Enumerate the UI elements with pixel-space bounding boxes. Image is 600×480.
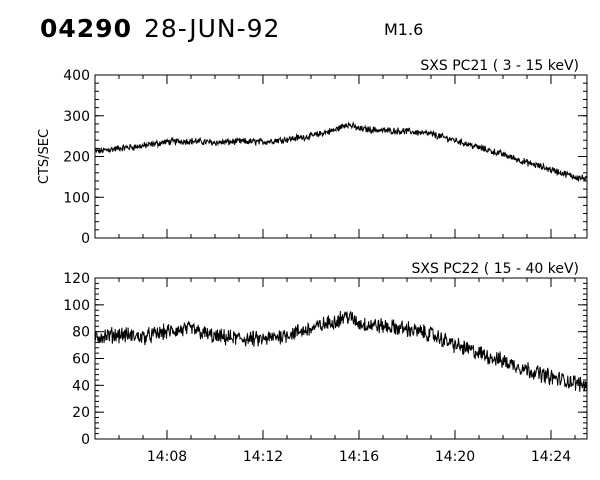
y-axis-label: CTS/SEC [37, 129, 52, 184]
x-tick-label: 14:16 [339, 449, 379, 465]
panel-title: SXS PC21 ( 3 - 15 keV) [420, 58, 579, 74]
y-tick-label: 200 [63, 150, 90, 166]
x-tick-label: 14:08 [147, 449, 187, 465]
y-tick-label: 400 [63, 68, 90, 84]
x-tick-label: 14:20 [435, 449, 475, 465]
series-line [94, 310, 588, 392]
x-tick-label: 14:24 [531, 449, 571, 465]
panel-top: 0 100 200 300 400 SXS PC21 ( 3 - 15 keV) CTS/S… [37, 58, 588, 247]
y-tick-label: 40 [72, 378, 90, 394]
y-tick-label: 0 [81, 432, 90, 448]
plot-frame [94, 277, 588, 440]
panel-bottom: 0 20 40 60 80 100 120 14:08 14:12 14:16 14:20 14:24… [63, 261, 588, 465]
y-tick-label: 80 [72, 325, 90, 341]
panel-title: SXS PC22 ( 15 - 40 keV) [411, 261, 579, 277]
y-tick-label: 100 [63, 190, 90, 206]
y-tick-label: 300 [63, 109, 90, 125]
y-tick-label: 60 [72, 352, 90, 368]
event-id: 04290 [40, 14, 132, 43]
flare-class: M1.6 [384, 20, 424, 39]
y-tick-label: 0 [81, 231, 90, 247]
y-tick-label: 120 [63, 271, 90, 287]
event-date: 28-JUN-92 [144, 14, 281, 43]
y-tick-label: 100 [63, 298, 90, 314]
y-tick-label: 20 [72, 405, 90, 421]
x-tick-label: 14:12 [243, 449, 283, 465]
series-line [94, 121, 588, 183]
